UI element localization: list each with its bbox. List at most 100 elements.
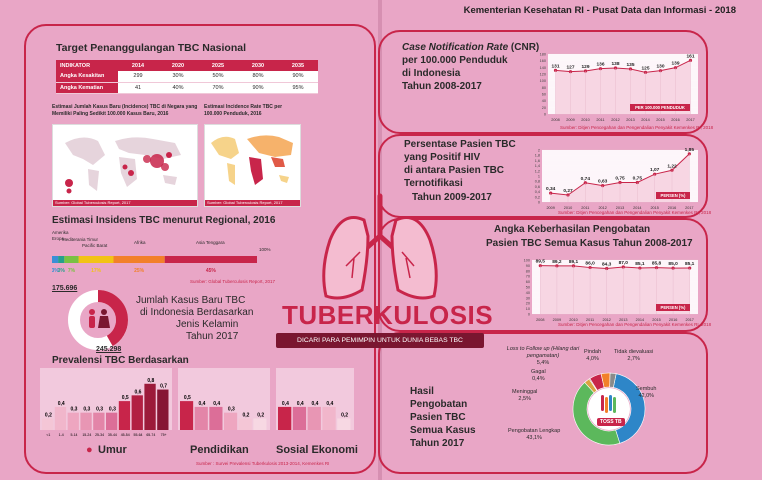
caption-box: [630, 104, 690, 111]
y-tick-label: 100: [524, 259, 530, 263]
y-tick-label: 90: [526, 264, 530, 268]
bar: [157, 389, 169, 430]
bar-value-label: 0,4: [312, 401, 319, 407]
x-tick-label: 2010: [564, 206, 572, 210]
slice-value: 43,1%: [526, 435, 542, 441]
bar-value-label: 0,4: [199, 401, 206, 407]
bar-value-label: 0,2: [243, 412, 250, 418]
data-point: [571, 264, 576, 268]
hand-finger-shape: [601, 395, 604, 411]
bar-value-label: 0,3: [228, 407, 235, 413]
slice-name: Sembuh: [636, 386, 657, 392]
age-dot-icon: ●: [86, 444, 93, 456]
data-label: 0,63: [598, 179, 608, 185]
x-tick-label: 2017: [685, 206, 693, 210]
regional-stacked-bar: 3%3% 7% 17% 25% 45%: [52, 256, 257, 274]
slice-value: 2,7%: [627, 356, 640, 362]
caption-box: [656, 304, 690, 311]
y-tick-label: 1,6: [535, 159, 540, 163]
x-tick-label: 2016: [668, 206, 676, 210]
cell: 90%: [278, 71, 318, 83]
y-tick-label: 0,2: [535, 195, 540, 199]
bar: [292, 406, 307, 430]
cell: 70%: [198, 82, 238, 94]
y-tick-label: 30: [526, 296, 530, 300]
hiv-title-1: Persentase Pasien TBC: [404, 139, 516, 150]
table-row: Angka Kematian 41 40% 70% 90% 95%: [56, 82, 318, 94]
world-map-icon: [65, 137, 181, 194]
hiv-panel: [378, 134, 708, 218]
row-label: Angka Kematian: [56, 82, 118, 94]
caption-label: PERSEN (%): [661, 305, 687, 310]
outcome-title-2: Pengobatan: [410, 399, 468, 410]
person-icon: [98, 309, 110, 328]
map1-source: Sumber: Global Tuberculosis Report, 2017: [53, 200, 197, 206]
regional-title: Estimasi Insidens TBC menurut Regional, …: [52, 215, 276, 226]
slice-name: Pengobatan Lengkap: [508, 428, 561, 434]
cell: 299: [118, 71, 158, 83]
col-header: 2014: [118, 60, 158, 71]
data-label: 0,34: [546, 186, 556, 192]
data-label: 0,27: [563, 188, 573, 194]
cnr-title-4: Tahun 2008-2017: [402, 81, 482, 92]
x-tick-label: 2017: [685, 318, 693, 322]
regional-value-label: 25%: [134, 268, 145, 274]
y-tick-label: 140: [540, 66, 546, 70]
hiv-title-4: Ternotifikasi: [404, 178, 463, 189]
x-tick-label: 35-44: [108, 433, 117, 437]
x-tick-label: 65-74: [146, 433, 155, 437]
bar-value-label: 0,2: [257, 412, 264, 418]
data-label: 0,75: [633, 176, 643, 182]
page-spine: [378, 0, 382, 480]
slice-value: 42,0%: [638, 393, 655, 399]
y-tick-label: 0: [538, 201, 540, 205]
caption-box: [656, 192, 690, 199]
slice-name: Gagal: [531, 369, 546, 375]
data-label: 85,1: [685, 261, 695, 267]
donut-slice: [609, 372, 617, 388]
hiv-title-2: yang Positif HIV: [404, 152, 481, 163]
cnr-source: Sumber: Ditjen Pencegahan dan Pengendali…: [560, 125, 714, 130]
y-tick-label: 60: [526, 280, 530, 284]
y-tick-label: 0,4: [535, 190, 540, 194]
y-tick-label: 40: [542, 99, 546, 103]
regional-value-label: 45%: [206, 268, 217, 274]
bar: [131, 395, 143, 430]
x-tick-label: 2013: [619, 318, 627, 322]
y-tick-label: 50: [526, 286, 530, 290]
x-tick-label: 2008: [536, 318, 544, 322]
data-label: 0,75: [615, 176, 625, 182]
x-tick-label: 2014: [636, 318, 644, 322]
map1-title: Estimasi Jumlah Kasus Baru (Incidence) T…: [52, 104, 198, 117]
data-label: 1,07: [650, 167, 660, 173]
slice-value: 5,4%: [536, 360, 550, 366]
x-tick-label: 2016: [669, 318, 677, 322]
gender-title-2: di Indonesia Berdasarkan: [140, 307, 254, 318]
bar: [194, 406, 208, 430]
slice-name: Pindah: [584, 349, 602, 355]
bar: [224, 412, 238, 430]
bar-value-label: 0,3: [109, 407, 116, 413]
prevalence-age-chart: 0,2 <1 0,4 1-4 0,3 5-14 0,3 15-24 0,3 25-34 0,3 35-…: [40, 368, 172, 437]
data-point: [538, 264, 542, 268]
prevalence-ses-chart: 0,4 0,4 0,4 0,4 0,2: [276, 368, 354, 430]
bar-value-label: 0,2: [45, 412, 52, 418]
slice-value: 4,0%: [586, 356, 599, 362]
cnr-title-3: di Indonesia: [402, 68, 461, 79]
x-tick-label: 45-54: [121, 433, 130, 437]
hiv-title-5: Tahun 2009-2017: [412, 192, 492, 203]
bar-value-label: 0,5: [184, 395, 191, 401]
data-point: [688, 266, 692, 270]
gender-title-1: Jumlah Kasus Baru TBC: [136, 295, 246, 306]
y-tick-label: 70: [526, 275, 530, 279]
world-map-rate: Sumber: Global Tuberculosis Report, 2017: [204, 124, 301, 207]
data-label: 84,3: [602, 261, 612, 267]
bar: [253, 418, 267, 430]
x-tick-label: 5-14: [70, 433, 77, 437]
slice-label: Pindah 4,0%: [584, 349, 601, 363]
x-tick-label: 2012: [598, 206, 606, 210]
region-label: Amerika: [52, 230, 69, 235]
x-tick-label: 25-34: [95, 433, 104, 437]
x-tick-label: 1-4: [59, 433, 64, 437]
